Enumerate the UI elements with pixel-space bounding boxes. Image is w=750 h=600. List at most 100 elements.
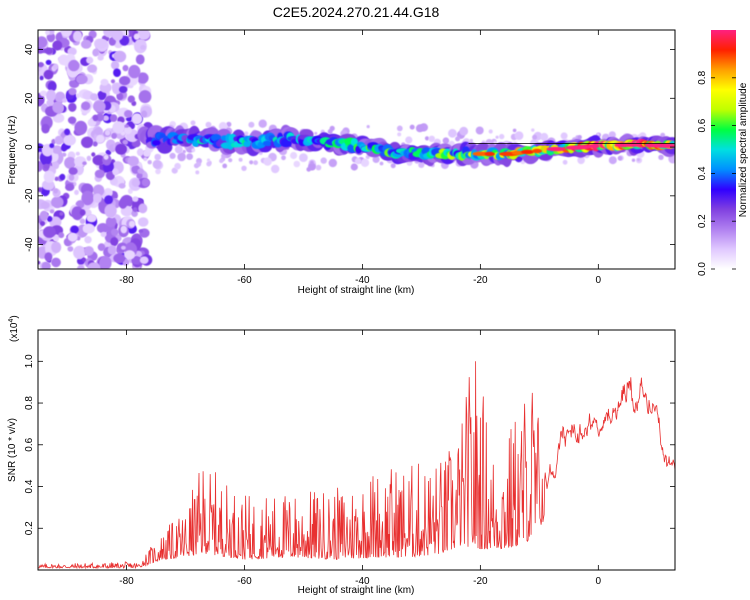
- noise-blob: [44, 47, 54, 55]
- colorbar-scale: [711, 30, 736, 269]
- band-scatter: [512, 128, 517, 133]
- noise-blob: [122, 139, 129, 145]
- noise-blob: [41, 261, 51, 269]
- band-scatter: [562, 159, 568, 165]
- x-tick-label: 0: [596, 576, 602, 587]
- x-tick-label: -60: [237, 576, 252, 587]
- noise-blob: [100, 231, 107, 238]
- noise-blob: [137, 168, 144, 174]
- noise-blob: [64, 128, 71, 136]
- noise-blob: [133, 207, 138, 213]
- noise-blob: [137, 30, 151, 40]
- noise-blob: [87, 262, 101, 269]
- noise-blob: [131, 178, 141, 187]
- noise-blob: [43, 69, 54, 80]
- colorbar: 0.0 0.2 0.4 0.6 0.8 Normalized spectral ampl…: [697, 30, 749, 276]
- band-scatter: [540, 132, 549, 141]
- noise-blob: [105, 149, 112, 156]
- snr-series-line: [38, 361, 675, 570]
- snr-panel: -80 -60 -40 -20 0 0.2 0.4 0.6 0.8 1.0 Height of …: [7, 315, 676, 596]
- spectrogram-x-label: Height of straight line (km): [298, 285, 415, 296]
- noise-blob: [81, 101, 91, 111]
- band-scatter: [328, 158, 337, 168]
- band-scatter: [365, 155, 370, 160]
- noise-blob: [135, 54, 145, 65]
- noise-blob: [96, 134, 105, 143]
- noise-blob: [141, 110, 148, 118]
- noise-blob: [112, 168, 119, 176]
- noise-blob: [68, 102, 77, 112]
- noise-blob: [59, 211, 64, 216]
- band-scatter: [147, 160, 152, 165]
- noise-blob: [124, 124, 129, 128]
- noise-blob: [67, 246, 74, 252]
- noise-blob: [134, 39, 147, 54]
- band-scatter: [379, 161, 384, 166]
- noise-blob: [122, 64, 129, 72]
- x-tick-label: -80: [119, 576, 134, 587]
- band-scatter: [248, 121, 255, 128]
- band-scatter: [532, 134, 538, 140]
- noise-blob: [67, 232, 78, 242]
- x-tick-label: -40: [355, 576, 370, 587]
- band-scatter: [152, 159, 162, 169]
- band-core: [152, 140, 161, 146]
- band-scatter: [290, 151, 298, 160]
- noise-blob: [71, 206, 84, 221]
- noise-blob: [103, 154, 109, 160]
- band-scatter: [306, 167, 312, 172]
- y-tick-label: 0.8: [24, 396, 35, 410]
- y-tick-label: -40: [24, 237, 35, 252]
- noise-blob: [128, 220, 136, 228]
- noise-blob: [120, 225, 128, 234]
- band-scatter: [531, 128, 535, 132]
- noise-blob: [140, 45, 146, 50]
- noise-blob: [97, 90, 107, 101]
- noise-blob: [81, 190, 94, 206]
- band-scatter: [271, 164, 280, 174]
- noise-blob: [110, 237, 119, 247]
- y-tick-label: 0.6: [24, 437, 35, 451]
- noise-blob: [113, 68, 121, 77]
- noise-blob: [52, 145, 63, 154]
- band-scatter: [577, 156, 585, 165]
- band-scatter: [397, 132, 402, 137]
- noise-blob: [105, 216, 117, 228]
- noise-blob: [53, 188, 58, 194]
- noise-blob: [52, 101, 64, 114]
- noise-blob: [68, 174, 75, 181]
- band-scatter: [218, 122, 228, 131]
- band-scatter: [253, 160, 258, 166]
- band-scatter: [409, 124, 415, 130]
- band-scatter: [396, 125, 403, 132]
- noise-blob: [123, 126, 132, 135]
- band-scatter: [299, 153, 308, 163]
- noise-blob: [135, 250, 142, 258]
- noise-blob: [67, 116, 77, 124]
- noise-blob: [115, 143, 127, 155]
- noise-blob: [68, 59, 80, 72]
- band-scatter: [293, 160, 301, 168]
- y-tick-label: 40: [24, 44, 35, 56]
- band-scatter: [222, 163, 228, 169]
- band-scatter: [281, 155, 286, 161]
- snr-x-label: Height of straight line (km): [298, 585, 415, 596]
- noise-blob: [106, 171, 115, 181]
- band-scatter: [154, 153, 161, 161]
- noise-blob: [103, 30, 115, 38]
- noise-blob: [70, 225, 79, 234]
- noise-blob: [38, 36, 48, 49]
- band-scatter: [488, 129, 493, 134]
- noise-blob: [136, 72, 149, 84]
- noise-blob: [90, 93, 99, 101]
- band-scatter: [191, 148, 196, 153]
- snr-x-ticks: -80 -60 -40 -20 0: [119, 330, 602, 587]
- noise-blob: [51, 196, 64, 209]
- band-core: [210, 134, 222, 142]
- band-scatter: [469, 138, 473, 143]
- colorbar-tick-label: 0.6: [697, 118, 708, 132]
- snr-frame: [37, 329, 676, 571]
- spectrogram-panel: -80 -60 -40 -20 0 -40 -20 0 20 40 Height of stra…: [7, 29, 676, 296]
- band-scatter: [143, 157, 148, 162]
- y-tick-label: 20: [24, 92, 35, 104]
